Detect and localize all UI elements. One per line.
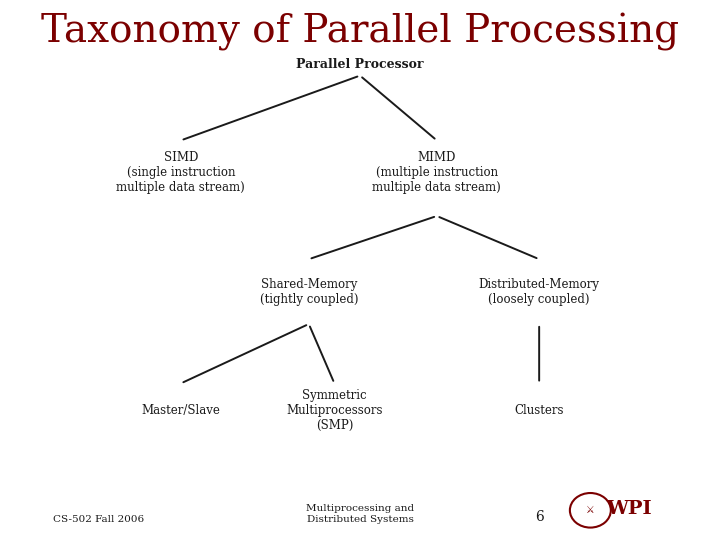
Text: 6: 6 — [535, 510, 544, 524]
Text: Clusters: Clusters — [514, 404, 564, 417]
Text: Multiprocessing and
Distributed Systems: Multiprocessing and Distributed Systems — [306, 504, 414, 524]
Text: Distributed-Memory
(loosely coupled): Distributed-Memory (loosely coupled) — [479, 278, 600, 306]
Text: Symmetric
Multiprocessors
(SMP): Symmetric Multiprocessors (SMP) — [286, 389, 382, 432]
Text: SIMD
(single instruction
multiple data stream): SIMD (single instruction multiple data s… — [117, 151, 246, 194]
Text: Taxonomy of Parallel Processing: Taxonomy of Parallel Processing — [41, 14, 679, 51]
Text: Master/Slave: Master/Slave — [141, 404, 220, 417]
Text: ⚔: ⚔ — [586, 505, 595, 515]
Text: Shared-Memory
(tightly coupled): Shared-Memory (tightly coupled) — [260, 278, 358, 306]
Text: CS-502 Fall 2006: CS-502 Fall 2006 — [53, 515, 144, 524]
Text: MIMD
(multiple instruction
multiple data stream): MIMD (multiple instruction multiple data… — [372, 151, 501, 194]
Text: Parallel Processor: Parallel Processor — [296, 58, 424, 71]
Text: WPI: WPI — [606, 501, 652, 518]
